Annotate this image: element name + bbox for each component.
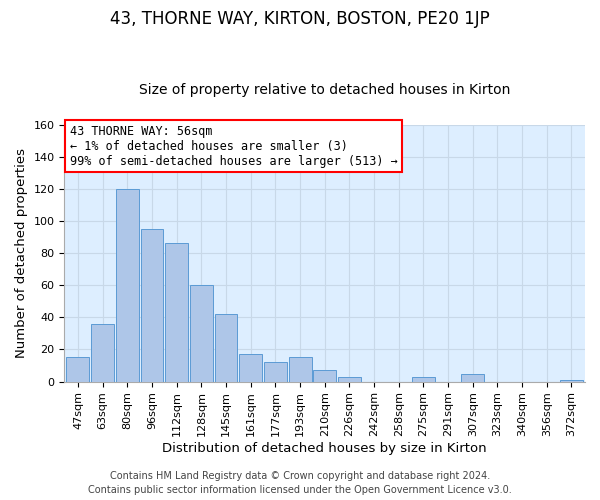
Bar — [91, 324, 114, 382]
Bar — [165, 244, 188, 382]
Bar — [289, 358, 311, 382]
Text: 43, THORNE WAY, KIRTON, BOSTON, PE20 1JP: 43, THORNE WAY, KIRTON, BOSTON, PE20 1JP — [110, 10, 490, 28]
Text: Contains HM Land Registry data © Crown copyright and database right 2024.
Contai: Contains HM Land Registry data © Crown c… — [88, 471, 512, 495]
Bar — [239, 354, 262, 382]
Title: Size of property relative to detached houses in Kirton: Size of property relative to detached ho… — [139, 83, 511, 97]
Text: 43 THORNE WAY: 56sqm
← 1% of detached houses are smaller (3)
99% of semi-detache: 43 THORNE WAY: 56sqm ← 1% of detached ho… — [70, 124, 397, 168]
Bar — [313, 370, 336, 382]
Bar — [338, 377, 361, 382]
Bar — [190, 285, 213, 382]
Y-axis label: Number of detached properties: Number of detached properties — [15, 148, 28, 358]
Bar — [412, 377, 435, 382]
Bar — [264, 362, 287, 382]
Bar — [116, 189, 139, 382]
Bar — [461, 374, 484, 382]
Bar — [67, 358, 89, 382]
Bar — [140, 229, 163, 382]
Bar — [560, 380, 583, 382]
Bar — [215, 314, 238, 382]
X-axis label: Distribution of detached houses by size in Kirton: Distribution of detached houses by size … — [163, 442, 487, 455]
